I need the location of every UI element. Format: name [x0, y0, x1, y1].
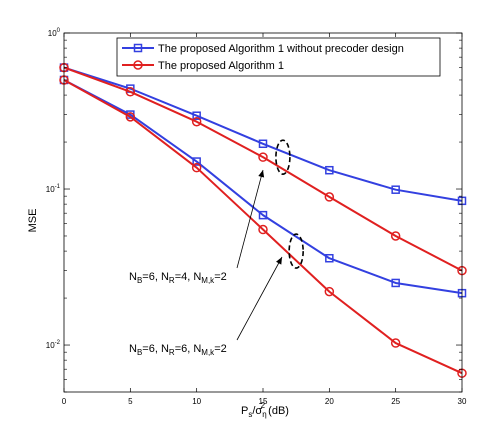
x-tick-label: 20	[325, 397, 334, 406]
x-label-eta-subscript: η	[262, 410, 266, 419]
legend-label-without-precoder: The proposed Algorithm 1 without precode…	[158, 43, 404, 55]
annotation-arrow-head	[276, 257, 282, 265]
x-tick-label: 10	[192, 397, 201, 406]
group-ellipse-nr6	[288, 233, 304, 269]
legend-circle-marker	[133, 60, 143, 70]
tick-layer: 0 5 10 15 20 25 30 100 10-1 10-2	[46, 28, 467, 406]
x-label-s-subscript: s	[248, 410, 252, 419]
x-label-p: P	[241, 405, 248, 417]
series-layer	[59, 62, 467, 378]
annotation-layer: NB=6, NR=4, NM,k=2 NB=6, NR=6, NM,k=2	[129, 139, 304, 357]
data-point-circle	[324, 286, 335, 297]
annotation-arrow-line	[236, 169, 264, 269]
legend-box	[116, 37, 441, 77]
annotation-arrow-line	[236, 256, 283, 341]
data-point-square	[325, 165, 334, 175]
data-point-circle	[125, 87, 136, 97]
data-point-circle	[324, 192, 335, 202]
series-line-1	[63, 66, 463, 272]
legend-label-proposed: The proposed Algorithm 1	[158, 60, 284, 72]
series-line-3	[63, 79, 463, 375]
annotation-label-nr4: NB=6, NR=4, NM,k=2	[129, 271, 227, 285]
data-point-square	[258, 210, 268, 220]
data-point-square	[192, 111, 201, 120]
data-point-square	[391, 185, 400, 194]
x-tick-label: 15	[259, 397, 268, 406]
y-axis-label: MSE	[27, 209, 39, 233]
group-ellipse-nr4	[275, 139, 291, 175]
legend-square-marker	[133, 43, 143, 53]
y-tick-label: 100	[48, 28, 61, 38]
annotation-label-nr6: NB=6, NR=6, NM,k=2	[129, 343, 227, 357]
y-tick-label: 10-1	[46, 184, 61, 194]
y-tick-label: 10-2	[46, 340, 61, 350]
data-point-circle	[258, 152, 268, 162]
data-point-circle	[390, 231, 401, 241]
x-axis-label: Ps/ση2 (dB)	[241, 401, 289, 419]
data-point-square	[391, 278, 400, 288]
x-tick-label: 5	[128, 397, 133, 406]
x-tick-label: 25	[391, 397, 400, 406]
data-point-square	[192, 157, 201, 166]
data-point-circle	[191, 162, 202, 173]
series-line-0	[63, 66, 463, 202]
data-point-circle	[390, 338, 401, 348]
data-point-circle	[125, 112, 136, 122]
legend: The proposed Algorithm 1 without precode…	[116, 37, 441, 77]
series-line-2	[63, 79, 463, 295]
data-point-square	[325, 253, 334, 263]
x-label-sigma: /σ	[252, 405, 262, 417]
data-point-circle	[191, 116, 202, 127]
x-tick-label: 30	[458, 397, 467, 406]
annotation-arrow-head	[258, 170, 265, 178]
data-point-circle	[258, 224, 268, 235]
data-point-square	[258, 139, 268, 149]
x-label-squared: 2	[261, 401, 266, 410]
x-label-unit: (dB)	[265, 405, 289, 417]
x-tick-label: 0	[62, 397, 67, 406]
